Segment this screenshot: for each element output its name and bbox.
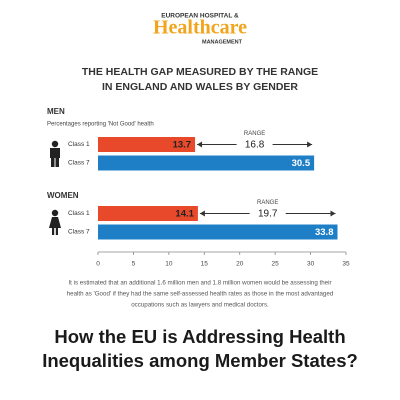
bar — [98, 137, 196, 152]
value-label: 14.1 — [175, 209, 194, 220]
x-tick-label: 30 — [307, 261, 315, 268]
group-label: WOMEN — [47, 191, 79, 200]
arrow-head — [330, 210, 336, 217]
person-icon — [51, 140, 59, 148]
range-title: RANGE — [257, 200, 278, 206]
x-tick-label: 20 — [236, 261, 244, 268]
group-label: MEN — [47, 107, 65, 116]
logo-bottom: MANAGEMENT — [202, 39, 243, 45]
x-tick-label: 35 — [342, 261, 350, 268]
bar — [98, 206, 198, 221]
bar — [98, 224, 338, 240]
bar — [98, 155, 315, 171]
headline: How the EU is Addressing Health — [54, 326, 345, 347]
x-tick-label: 10 — [165, 261, 173, 268]
category-label: Class 7 — [68, 229, 90, 236]
range-title: RANGE — [244, 131, 265, 137]
footnote: It is estimated that an additional 1.6 m… — [68, 280, 331, 287]
chart-title: IN ENGLAND AND WALES BY GENDER — [102, 81, 298, 93]
person-icon — [51, 209, 59, 217]
range-value: 19.7 — [258, 209, 278, 220]
arrow-head — [199, 210, 205, 217]
range-value: 16.8 — [245, 140, 265, 151]
category-label: Class 1 — [68, 141, 90, 148]
headline: Inequalities among Member States? — [42, 350, 358, 371]
footnote: occupations such as lawyers and medical … — [131, 302, 269, 309]
person-icon — [50, 148, 60, 167]
x-tick-label: 25 — [272, 261, 280, 268]
logo-top: EUROPEAN HOSPITAL & — [161, 13, 239, 20]
x-tick-label: 15 — [201, 261, 209, 268]
category-label: Class 7 — [68, 160, 90, 167]
footnote: health as 'Good' if they had the same se… — [67, 291, 334, 298]
value-label: 13.7 — [173, 140, 192, 151]
category-label: Class 1 — [68, 210, 90, 217]
arrow-head — [197, 141, 203, 148]
value-label: 30.5 — [292, 158, 311, 169]
x-tick-label: 0 — [96, 261, 100, 268]
x-tick-label: 5 — [132, 261, 136, 268]
chart-title: THE HEALTH GAP MEASURED BY THE RANGE — [82, 66, 318, 78]
logo-main: Healthcare — [153, 17, 247, 39]
chart-subtitle: Percentages reporting 'Not Good' health — [47, 122, 154, 128]
value-label: 33.8 — [315, 227, 334, 238]
arrow-head — [307, 141, 313, 148]
person-icon — [49, 217, 61, 235]
